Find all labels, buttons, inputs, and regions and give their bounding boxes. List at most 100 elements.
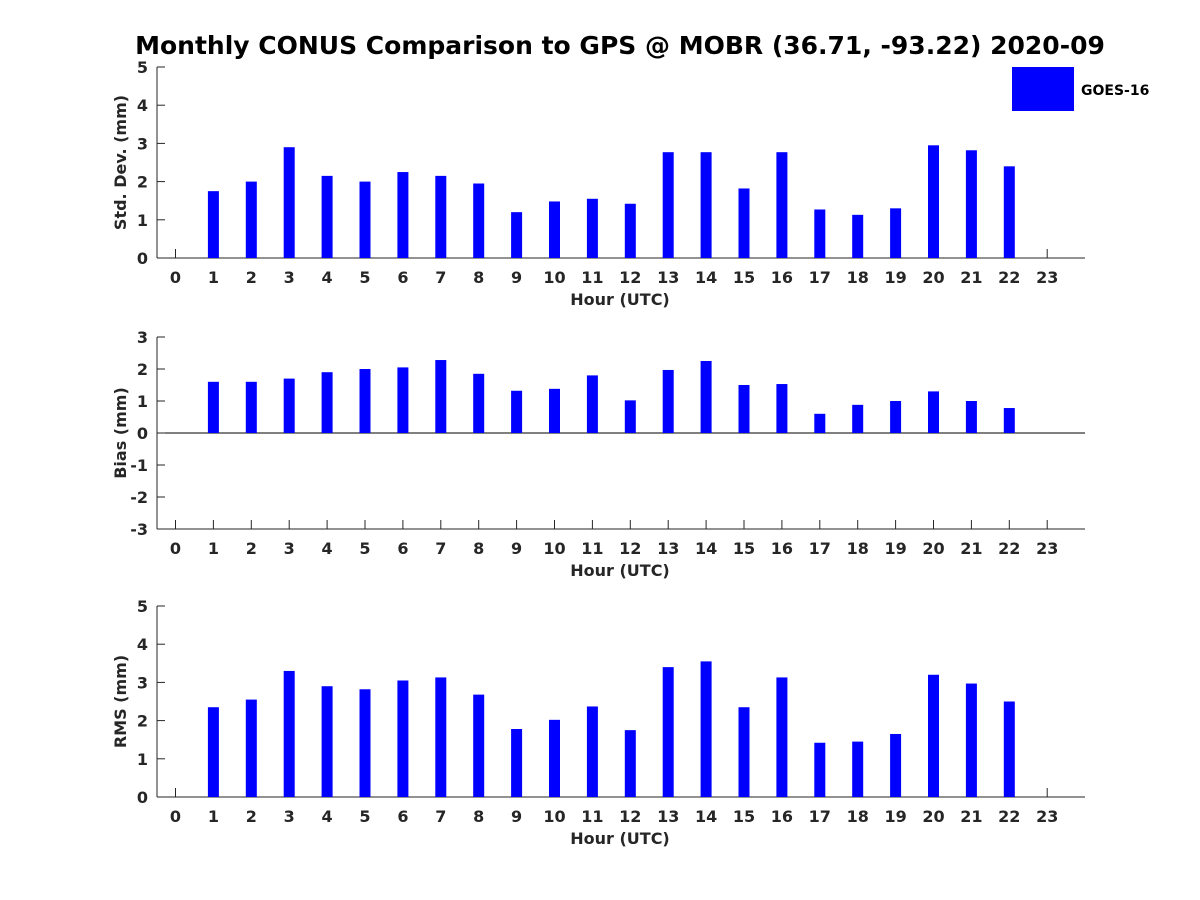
rms-x-axis-label: Hour (UTC) [570,829,670,848]
bias-bar-hour-4 [321,372,333,433]
bias-bar-hour-19 [890,401,902,433]
bias-bar-hour-11 [586,375,598,433]
rms-xtick-label: 19 [884,807,906,826]
stddev-xtick-label: 2 [246,268,257,287]
legend-label: GOES-16 [1081,83,1149,99]
bias-y-axis-label: Bias (mm) [111,387,130,479]
bias-bar-hour-22 [1003,408,1015,433]
bias-ytick-label: 3 [137,328,148,347]
bias-xtick-label: 17 [809,539,831,558]
bias-bar-hour-1 [207,381,219,433]
stddev-xtick-label: 11 [581,268,603,287]
stddev-bar-hour-20 [928,145,939,258]
rms-xtick-label: 12 [619,807,641,826]
rms-bar-hour-9 [511,729,523,797]
bias-xtick-label: 9 [511,539,522,558]
rms-bar-hour-20 [928,674,939,797]
bias-bar-hour-6 [397,367,409,433]
rms-xtick-label: 20 [922,807,944,826]
bias-xtick-label: 13 [657,539,679,558]
bias-bar-hour-20 [928,391,939,433]
stddev-xtick-label: 13 [657,268,679,287]
rms-ytick-label: 5 [137,597,148,616]
bias-xtick-label: 5 [359,539,370,558]
rms-xtick-label: 6 [397,807,408,826]
stddev-bar-hour-10 [549,201,560,258]
stddev-xtick-label: 1 [208,268,219,287]
stddev-xtick-label: 19 [884,268,906,287]
bias-xtick-label: 15 [733,539,755,558]
stddev-bar-hour-13 [662,152,674,258]
bias-xtick-label: 21 [960,539,982,558]
stddev-bar-hour-8 [473,183,485,258]
rms-bar-hour-4 [321,686,333,797]
bias-bar-hour-2 [245,381,257,433]
rms-xtick-label: 7 [435,807,446,826]
bias-xtick-label: 11 [581,539,603,558]
stddev-ytick-label: 5 [137,58,148,77]
bias-xtick-label: 2 [246,539,257,558]
bias-bar-hour-9 [511,390,523,433]
rms-xtick-label: 18 [847,807,869,826]
stddev-xtick-label: 21 [960,268,982,287]
bias-bar-hour-17 [814,413,826,433]
rms-xtick-label: 21 [960,807,982,826]
stddev-ytick-label: 2 [137,173,148,192]
stddev-bar-hour-9 [511,212,523,258]
stddev-xtick-label: 18 [847,268,869,287]
bias-xtick-label: 3 [284,539,295,558]
rms-xtick-label: 14 [695,807,717,826]
bias-xtick-label: 20 [922,539,944,558]
stddev-bar-hour-7 [435,175,447,258]
stddev-bar-hour-14 [700,152,712,258]
stddev-bar-hour-11 [586,198,598,258]
rms-xtick-label: 1 [208,807,219,826]
rms-bar-hour-19 [890,733,902,797]
stddev-xtick-label: 0 [170,268,181,287]
rms-ytick-label: 4 [137,635,148,654]
rms-xtick-label: 0 [170,807,181,826]
rms-bar-hour-22 [1003,701,1015,797]
chart-title: Monthly CONUS Comparison to GPS @ MOBR (… [135,31,1105,60]
bias-ytick-label: 2 [137,360,148,379]
stddev-ytick-label: 0 [137,249,148,268]
stddev-bar-hour-4 [321,175,333,258]
stddev-y-axis-label: Std. Dev. (mm) [111,95,130,230]
stddev-xtick-label: 12 [619,268,641,287]
bias-bar-hour-10 [549,388,560,433]
stddev-bar-hour-16 [776,152,788,258]
rms-xtick-label: 22 [998,807,1020,826]
bias-xtick-label: 22 [998,539,1020,558]
rms-bar-hour-1 [207,707,219,797]
rms-xtick-label: 10 [543,807,565,826]
stddev-ytick-label: 3 [137,134,148,153]
stddev-xtick-label: 23 [1036,268,1058,287]
stddev-xtick-label: 7 [435,268,446,287]
rms-ytick-label: 3 [137,673,148,692]
bias-xtick-label: 7 [435,539,446,558]
legend: GOES-16 [1012,67,1149,111]
bias-ytick-label: -3 [130,520,148,539]
bias-bar-hour-13 [662,369,674,433]
stddev-bar-hour-21 [965,150,977,258]
stddev-xtick-label: 3 [284,268,295,287]
bias-bar-hour-3 [283,378,295,433]
legend-swatch [1012,67,1074,111]
bias-xtick-label: 16 [771,539,793,558]
stddev-xtick-label: 17 [809,268,831,287]
stddev-bar-hour-18 [852,214,864,258]
stddev-ytick-label: 1 [137,211,148,230]
rms-xtick-label: 3 [284,807,295,826]
rms-ytick-label: 1 [137,750,148,769]
stddev-bar-hour-3 [283,147,295,258]
stddev-bar-hour-15 [738,188,750,258]
bias-xtick-label: 12 [619,539,641,558]
rms-xtick-label: 16 [771,807,793,826]
bias-bar-hour-21 [965,401,977,433]
bias-bar-hour-5 [359,369,371,433]
rms-xtick-label: 5 [359,807,370,826]
rms-bar-hour-14 [700,661,712,797]
stddev-xtick-label: 20 [922,268,944,287]
